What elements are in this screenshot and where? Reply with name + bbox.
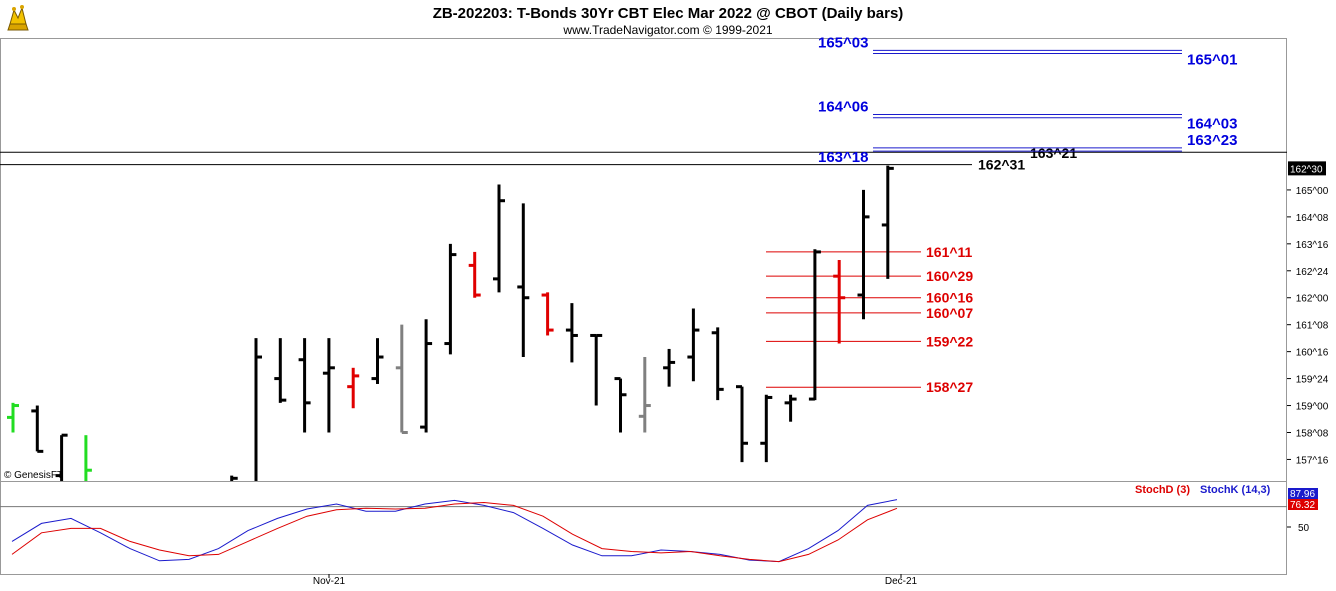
chart-subtitle: www.TradeNavigator.com © 1999-2021 — [562, 23, 772, 37]
price-axis: 157^16 158^08 159^00 159^24 160^16 161^08 162^… — [1287, 161, 1329, 466]
price-bar — [565, 303, 578, 363]
x-tick-label: Nov-21 — [313, 576, 346, 587]
price-bar — [444, 243, 457, 355]
blue-level-label-left: 164^06 — [818, 98, 868, 115]
price-bar — [298, 338, 311, 433]
red-level-label: 159^22 — [926, 333, 973, 349]
price-bar — [395, 324, 408, 434]
blue-level-label-right: 164^03 — [1187, 116, 1237, 133]
price-bar — [736, 385, 748, 463]
stoch-panel-frame — [0, 481, 1287, 575]
red-level-label: 160^16 — [926, 290, 973, 306]
price-bar — [31, 405, 44, 453]
y-tick-label: 157^16 — [1296, 455, 1329, 466]
y-tick-label: 162^00 — [1296, 294, 1329, 305]
price-bar — [590, 333, 603, 406]
blue-level-label-left: 165^03 — [818, 34, 868, 51]
price-bar — [493, 184, 505, 293]
jester-logo-icon — [3, 3, 33, 33]
price-bar — [760, 394, 773, 463]
price-bar — [230, 475, 238, 481]
price-bar — [7, 402, 19, 433]
price-bar — [274, 338, 287, 403]
price-bar — [254, 338, 262, 481]
price-bar — [614, 377, 627, 433]
price-bar — [468, 251, 481, 298]
stoch-k-legend: StochK (14,3) — [1200, 484, 1271, 496]
y-tick-label: 162^24 — [1296, 267, 1329, 278]
black-level-label: 163^21 — [1030, 145, 1077, 161]
chart-title: ZB-202203: T-Bonds 30Yr CBT Elec Mar 202… — [433, 5, 904, 22]
stoch-d-legend: StochD (3) — [1135, 484, 1190, 496]
logo — [3, 3, 33, 33]
price-bar — [541, 292, 554, 336]
y-tick-label: 163^16 — [1296, 240, 1329, 251]
red-level-label: 160^29 — [926, 268, 973, 284]
stoch-k-line — [11, 499, 898, 563]
price-bars — [7, 165, 894, 481]
price-bar — [711, 327, 724, 401]
blue-level-label-left: 163^18 — [818, 149, 868, 166]
y-tick-label: 164^08 — [1296, 213, 1329, 224]
y-tick-label: 160^16 — [1296, 348, 1329, 359]
price-bar — [347, 367, 360, 409]
price-bar — [833, 260, 846, 344]
price-bar — [881, 165, 894, 279]
stoch-tick-label: 50 — [1298, 523, 1310, 534]
price-bar — [663, 348, 676, 387]
price-bar — [808, 249, 821, 401]
stoch-d-value: 76.32 — [1290, 500, 1315, 511]
y-tick-label: 165^00 — [1296, 186, 1329, 197]
price-bar — [84, 435, 92, 481]
price-bar — [371, 338, 384, 384]
y-tick-label: 159^00 — [1296, 402, 1329, 413]
last-price-tag-label: 162^30 — [1290, 164, 1323, 175]
stoch-k-value-tag — [1288, 488, 1318, 499]
x-tick-label: Dec-21 — [885, 576, 918, 587]
red-level-label: 158^27 — [926, 379, 973, 395]
stoch-d-value-tag — [1288, 499, 1318, 510]
red-level-label: 161^11 — [926, 244, 973, 260]
price-bar — [784, 394, 797, 422]
red-level-label: 160^07 — [926, 305, 973, 321]
price-bar — [322, 338, 335, 433]
stoch-k-value: 87.96 — [1290, 489, 1315, 500]
copyright-label: © GenesisFT — [4, 470, 63, 481]
x-axis: Nov-21 Dec-21 — [313, 574, 918, 587]
price-bar — [420, 319, 433, 433]
price-levels: 163^21162^31165^03165^01164^06164^03163^… — [0, 34, 1287, 395]
stoch-d-line — [11, 501, 898, 563]
price-bar — [857, 189, 870, 320]
y-tick-label: 159^24 — [1296, 375, 1329, 386]
last-price-tag — [1288, 161, 1326, 176]
y-tick-label: 161^08 — [1296, 321, 1329, 332]
black-level-label: 162^31 — [978, 157, 1025, 173]
price-bar — [517, 203, 530, 358]
price-bar — [638, 357, 651, 433]
price-bar — [687, 308, 700, 382]
y-tick-label: 158^08 — [1296, 428, 1329, 439]
price-bar — [55, 433, 68, 481]
blue-level-label-right: 163^23 — [1187, 132, 1237, 149]
blue-level-label-right: 165^01 — [1187, 52, 1237, 69]
